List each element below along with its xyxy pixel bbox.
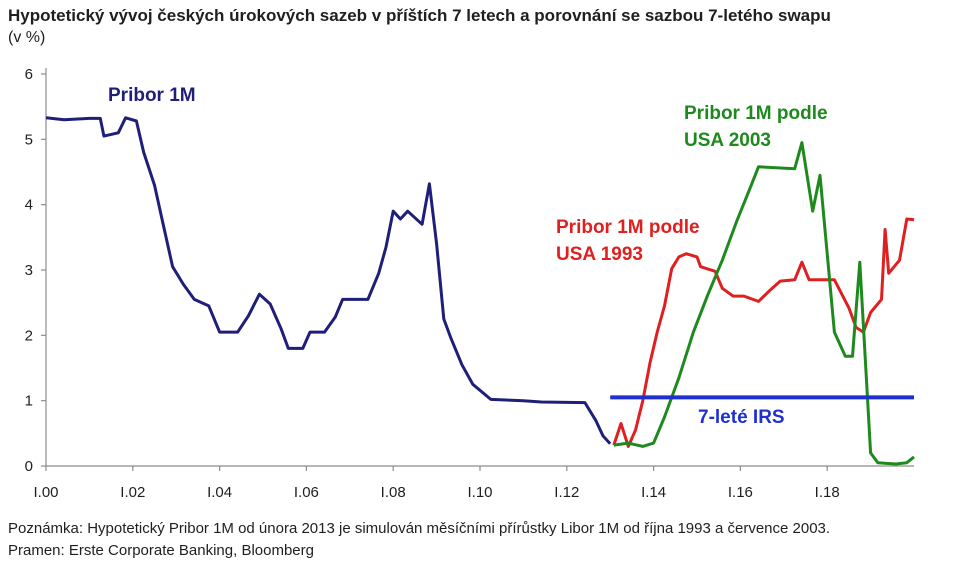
- line-chart: 0 1 2 3 4 5 6 I.00 I.02 I.04 I.06 I.08 I.10 I.12 I.14 I…: [25, 66, 915, 501]
- y-tick-label: 5: [25, 131, 33, 148]
- series-label-3: USA 2003: [684, 130, 771, 151]
- series-line-3: [613, 141, 915, 466]
- x-tick-label: I.02: [120, 484, 145, 501]
- x-tick-label: I.18: [815, 484, 840, 501]
- x-tick-label: I.10: [467, 484, 492, 501]
- y-tick-label: 4: [25, 197, 33, 214]
- series-label-2: Pribor 1M podle: [556, 217, 700, 238]
- y-tick-label: 2: [25, 327, 33, 344]
- x-tick-label: I.12: [554, 484, 579, 501]
- series-label-1: Pribor 1M: [108, 85, 196, 106]
- y-tick-label: 1: [25, 393, 33, 410]
- series-label-2: USA 1993: [556, 244, 643, 265]
- chart-title: Hypotetický vývoj českých úrokových saze…: [8, 6, 831, 25]
- x-tick-label: I.06: [294, 484, 319, 501]
- source-note: Pramen: Erste Corporate Banking, Bloombe…: [8, 542, 314, 559]
- y-tick-label: 3: [25, 262, 33, 279]
- x-tick-label: I.08: [381, 484, 406, 501]
- series-line-1: [45, 116, 612, 445]
- x-tick-label: I.16: [728, 484, 753, 501]
- series-line-2: [612, 217, 915, 448]
- x-tick-label: I.14: [641, 484, 666, 501]
- series-label-3: Pribor 1M podle: [684, 103, 828, 124]
- unit-label: (v %): [8, 29, 46, 46]
- series-label-4: 7-leté IRS: [698, 407, 785, 428]
- y-tick-label: 6: [25, 66, 33, 83]
- x-tick-label: I.04: [207, 484, 232, 501]
- x-tick-label: I.00: [33, 484, 58, 501]
- footnote: Poznámka: Hypotetický Pribor 1M od února…: [8, 520, 831, 537]
- y-tick-label: 0: [25, 458, 33, 475]
